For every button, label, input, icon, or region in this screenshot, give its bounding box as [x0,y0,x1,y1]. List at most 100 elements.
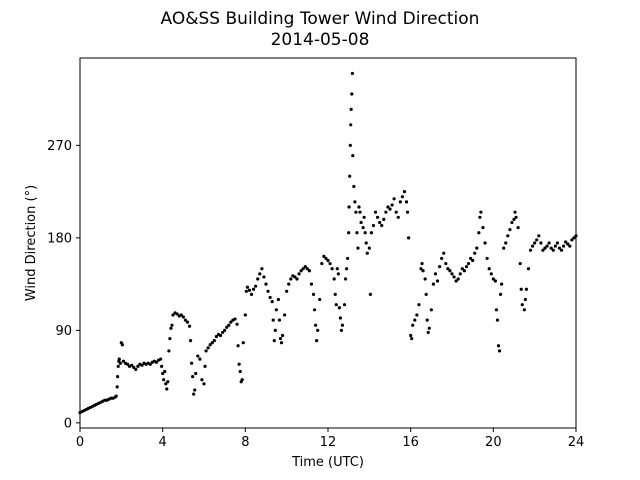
data-point [289,277,293,281]
data-point [473,251,477,255]
data-point [431,282,435,286]
data-point [277,318,282,322]
data-point [491,277,495,281]
data-point [396,215,400,219]
data-point [510,220,514,225]
data-point [154,360,159,364]
y-axis-label: Wind Direction (°) [24,185,39,301]
data-point [410,336,414,341]
data-point [352,184,356,189]
data-point [208,343,212,347]
data-point [233,317,237,321]
data-point [438,265,442,269]
data-point [285,289,289,293]
data-point [164,382,168,386]
data-points [78,71,578,415]
data-point [557,246,562,250]
data-point [421,269,425,273]
data-point [348,174,352,178]
data-point [506,234,510,238]
data-point [278,336,283,341]
data-point [243,313,247,317]
data-point [531,244,535,248]
data-point [369,231,373,235]
data-point [274,308,278,312]
data-point [384,210,388,214]
data-point [572,236,576,240]
data-point [502,246,506,250]
data-point [440,256,444,261]
data-point [262,275,266,279]
data-point [363,231,367,235]
data-point [272,339,276,343]
data-point [378,220,382,225]
data-point [518,261,522,266]
data-point [547,241,551,245]
data-point [168,336,172,341]
data-point [456,277,460,281]
data-point [392,197,396,201]
data-point [312,308,317,312]
data-point [489,272,493,276]
data-point [404,200,409,204]
data-point [264,282,268,286]
data-point [221,330,225,335]
data-point [258,272,262,276]
data-point [475,246,479,250]
data-point [493,279,497,283]
chart-title: AO&SS Building Tower Wind Direction [161,9,480,29]
data-point [496,344,501,348]
data-point [330,267,334,271]
data-point [115,385,119,389]
data-point [273,328,277,332]
data-point [237,362,241,366]
data-point [247,288,252,292]
data-point [315,339,319,343]
data-point [179,313,183,317]
data-point [417,303,421,307]
data-point [427,326,431,330]
data-point [371,223,376,228]
data-point [367,246,371,250]
data-point [301,267,305,271]
data-point [520,303,524,307]
x-tick-label: 0 [76,435,84,450]
x-tick-label: 20 [485,435,502,450]
data-point [541,248,545,252]
data-point [359,220,363,225]
data-point [349,123,353,127]
data-point [116,375,120,379]
data-point [358,210,362,214]
data-point [316,328,320,332]
data-point [165,387,169,391]
data-point [140,363,144,367]
data-point [420,261,424,266]
data-point [356,246,360,250]
data-point [187,324,192,328]
data-point [466,261,471,266]
x-tick-label: 8 [241,435,249,450]
data-point [345,267,349,271]
data-point [295,277,299,281]
data-point [514,215,518,219]
data-point [497,349,502,353]
data-point [513,210,517,214]
data-point [386,205,390,209]
data-point [333,292,337,296]
data-point [526,267,531,271]
x-tick-label: 12 [320,435,337,450]
data-point [452,275,456,279]
data-point [132,365,136,369]
data-point [429,308,433,312]
data-point [159,357,163,361]
data-point [568,244,572,248]
data-point [114,394,118,398]
data-point [425,318,429,322]
data-point [500,282,504,286]
data-point [368,292,372,296]
data-point [148,362,152,366]
data-point [118,361,122,365]
data-point [364,241,368,245]
data-point [458,272,462,276]
